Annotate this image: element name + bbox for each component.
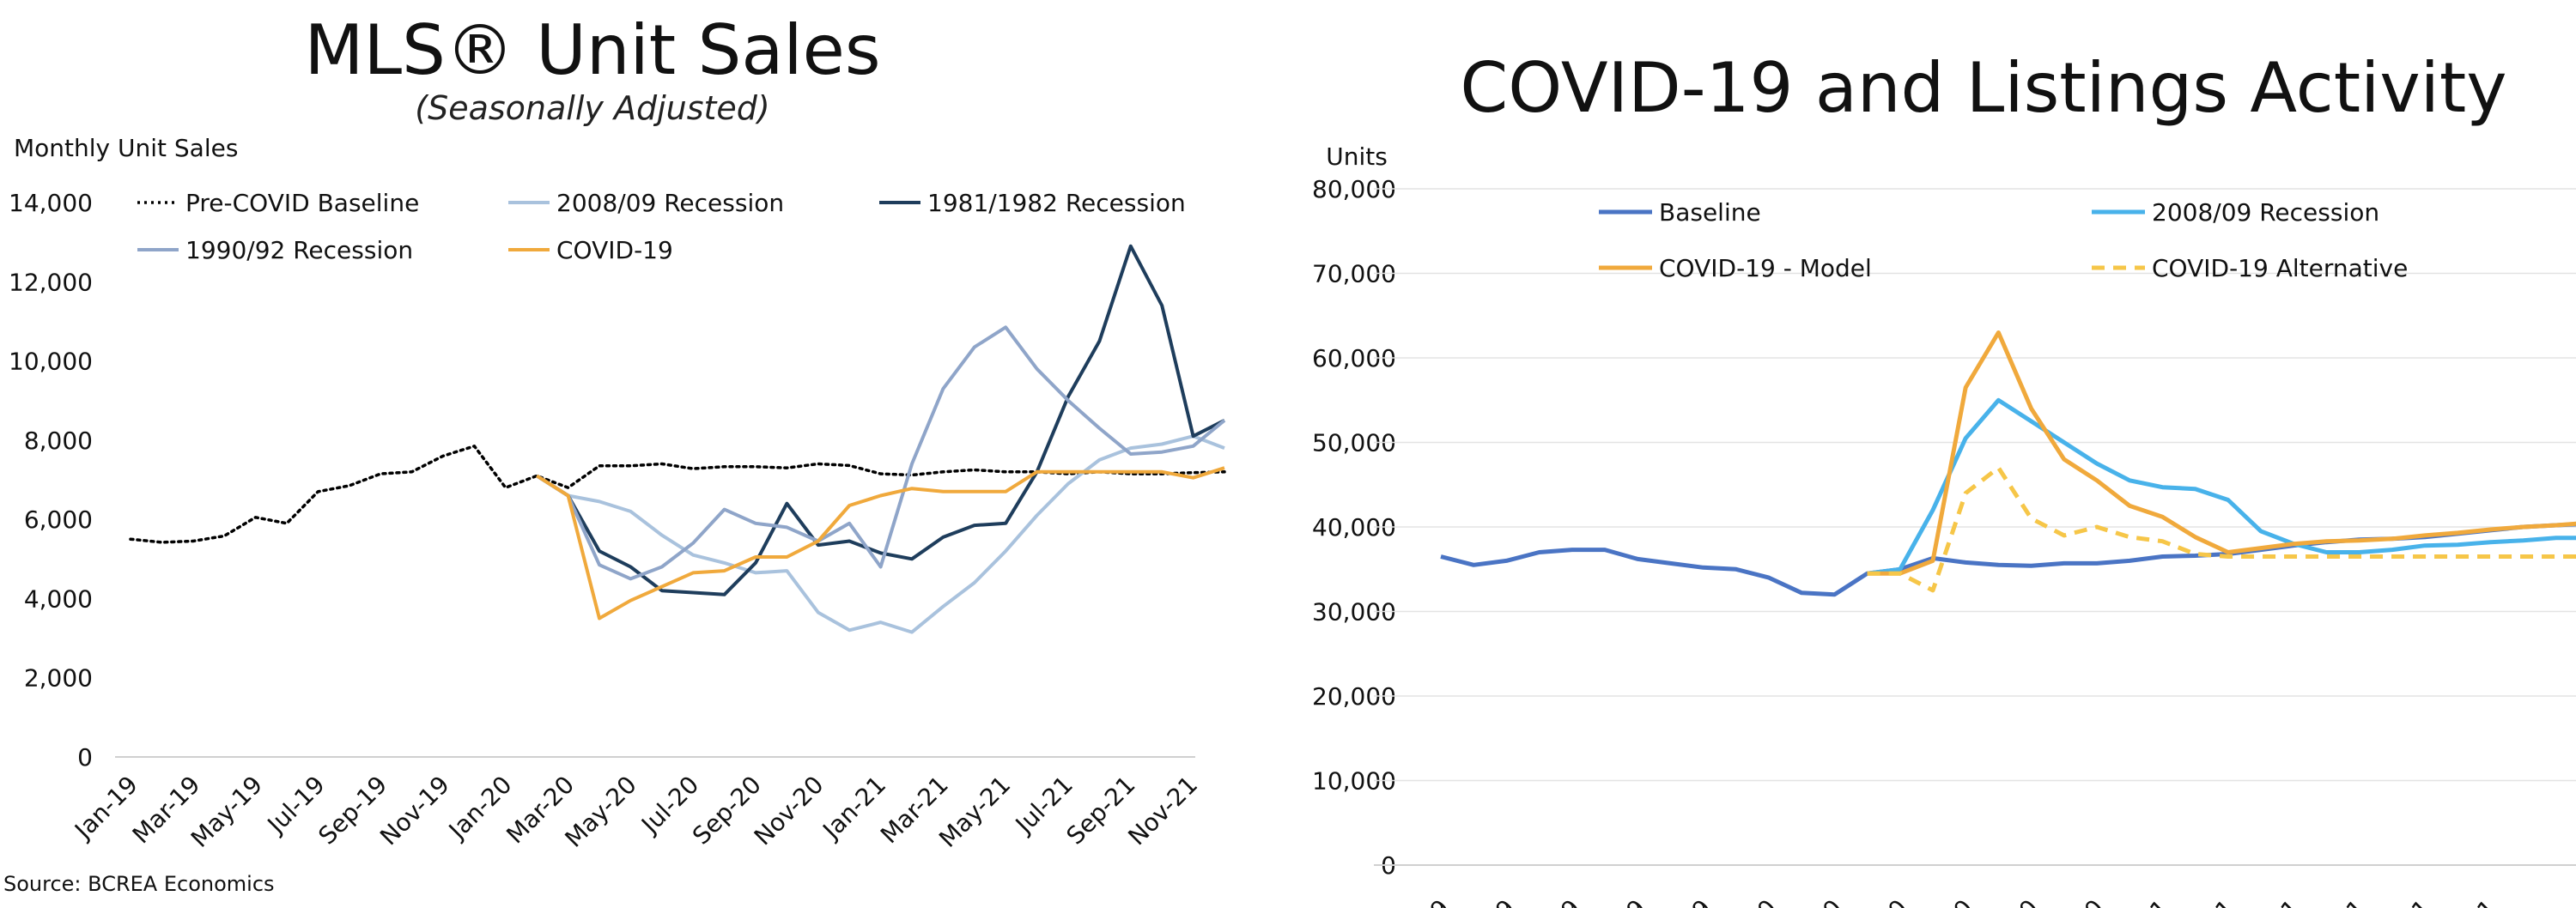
left-series-line-1981-1982-recession xyxy=(536,244,1225,596)
right-x-tick-label: -19 xyxy=(1669,894,1717,908)
source-note: Source: BCREA Economics xyxy=(3,872,275,896)
right-y-axis-title: Units xyxy=(1326,142,1388,171)
left-y-tick-label: 2,000 xyxy=(24,664,93,693)
left-y-axis-title: Monthly Unit Sales xyxy=(14,134,238,162)
left-y-tick-label: 12,000 xyxy=(9,268,93,296)
left-chart-subtitle: (Seasonally Adjusted) xyxy=(415,89,770,127)
right-x-tick-label: -20 xyxy=(1800,894,1848,908)
left-series-line-covid-19 xyxy=(536,466,1225,620)
right-x-tick-label: -21 xyxy=(2324,894,2372,908)
left-legend-label-pre-covid-baseline: Pre-COVID Baseline xyxy=(185,189,419,217)
left-plot-area: 02,0004,0006,0008,00010,00012,00014,000J… xyxy=(9,189,1226,853)
right-series-line-baseline xyxy=(1440,522,2576,597)
right-legend-label-covid-19-model: COVID-19 - Model xyxy=(1659,254,1872,282)
right-x-tick-label: -19 xyxy=(1407,894,1455,908)
right-x-tick-label: -20 xyxy=(1735,894,1783,908)
right-x-tick-label: -21 xyxy=(2258,894,2306,908)
right-x-tick-label: -20 xyxy=(2062,894,2110,908)
left-series-line-2008-09-recession xyxy=(536,434,1225,634)
right-series-line-2008-09-recession xyxy=(1867,397,2576,576)
right-x-tick-label: -20 xyxy=(1996,894,2044,908)
right-legend-label-baseline: Baseline xyxy=(1659,198,1761,227)
right-series-line-covid-19-model xyxy=(1867,330,2576,576)
left-series-line-pre-covid-baseline xyxy=(129,445,1226,544)
left-x-tick-label: Nov-21 xyxy=(1122,771,1203,851)
left-y-tick-label: 0 xyxy=(77,743,93,772)
right-x-tick-label: -19 xyxy=(1473,894,1521,908)
right-x-tick-label: -21 xyxy=(2454,894,2502,908)
left-x-tick-label: Nov-19 xyxy=(374,771,455,851)
left-y-tick-label: 14,000 xyxy=(9,189,93,217)
left-legend-label-2008-09-recession: 2008/09 Recession xyxy=(556,189,784,217)
right-x-tick-label: -19 xyxy=(1604,894,1652,908)
left-series-line-1990-92-recession xyxy=(536,325,1226,581)
left-legend-label-1990-92-recession: 1990/92 Recession xyxy=(185,236,413,264)
left-y-tick-label: 8,000 xyxy=(24,427,93,455)
right-x-tick-label: -21 xyxy=(2127,894,2175,908)
right-series-line-covid-19-alternative xyxy=(1867,465,2576,593)
left-x-tick-label: Nov-20 xyxy=(749,771,829,851)
left-y-tick-label: 6,000 xyxy=(24,505,93,534)
right-chart-title: COVID-19 and Listings Activity xyxy=(1460,48,2506,128)
left-legend-label-1981-1982-recession: 1981/1982 Recession xyxy=(927,189,1186,217)
left-legend-label-covid-19: COVID-19 xyxy=(556,236,673,264)
left-y-tick-label: 10,000 xyxy=(9,348,93,376)
right-legend-label-covid-19-alternative: COVID-19 Alternative xyxy=(2152,254,2408,282)
left-y-tick-label: 4,000 xyxy=(24,584,93,613)
right-plot-area: 010,00020,00030,00040,00050,00060,00070,… xyxy=(1312,175,2576,908)
right-x-tick-label: -20 xyxy=(1931,894,1979,908)
left-chart-title: MLS® Unit Sales xyxy=(304,10,880,90)
right-x-tick-label: -21 xyxy=(2389,894,2437,908)
right-x-tick-label: -19 xyxy=(1539,894,1587,908)
right-x-tick-label: -21 xyxy=(2193,894,2241,908)
right-legend-label-2008-09-recession: 2008/09 Recession xyxy=(2152,198,2379,227)
right-x-tick-label: -20 xyxy=(1866,894,1914,908)
